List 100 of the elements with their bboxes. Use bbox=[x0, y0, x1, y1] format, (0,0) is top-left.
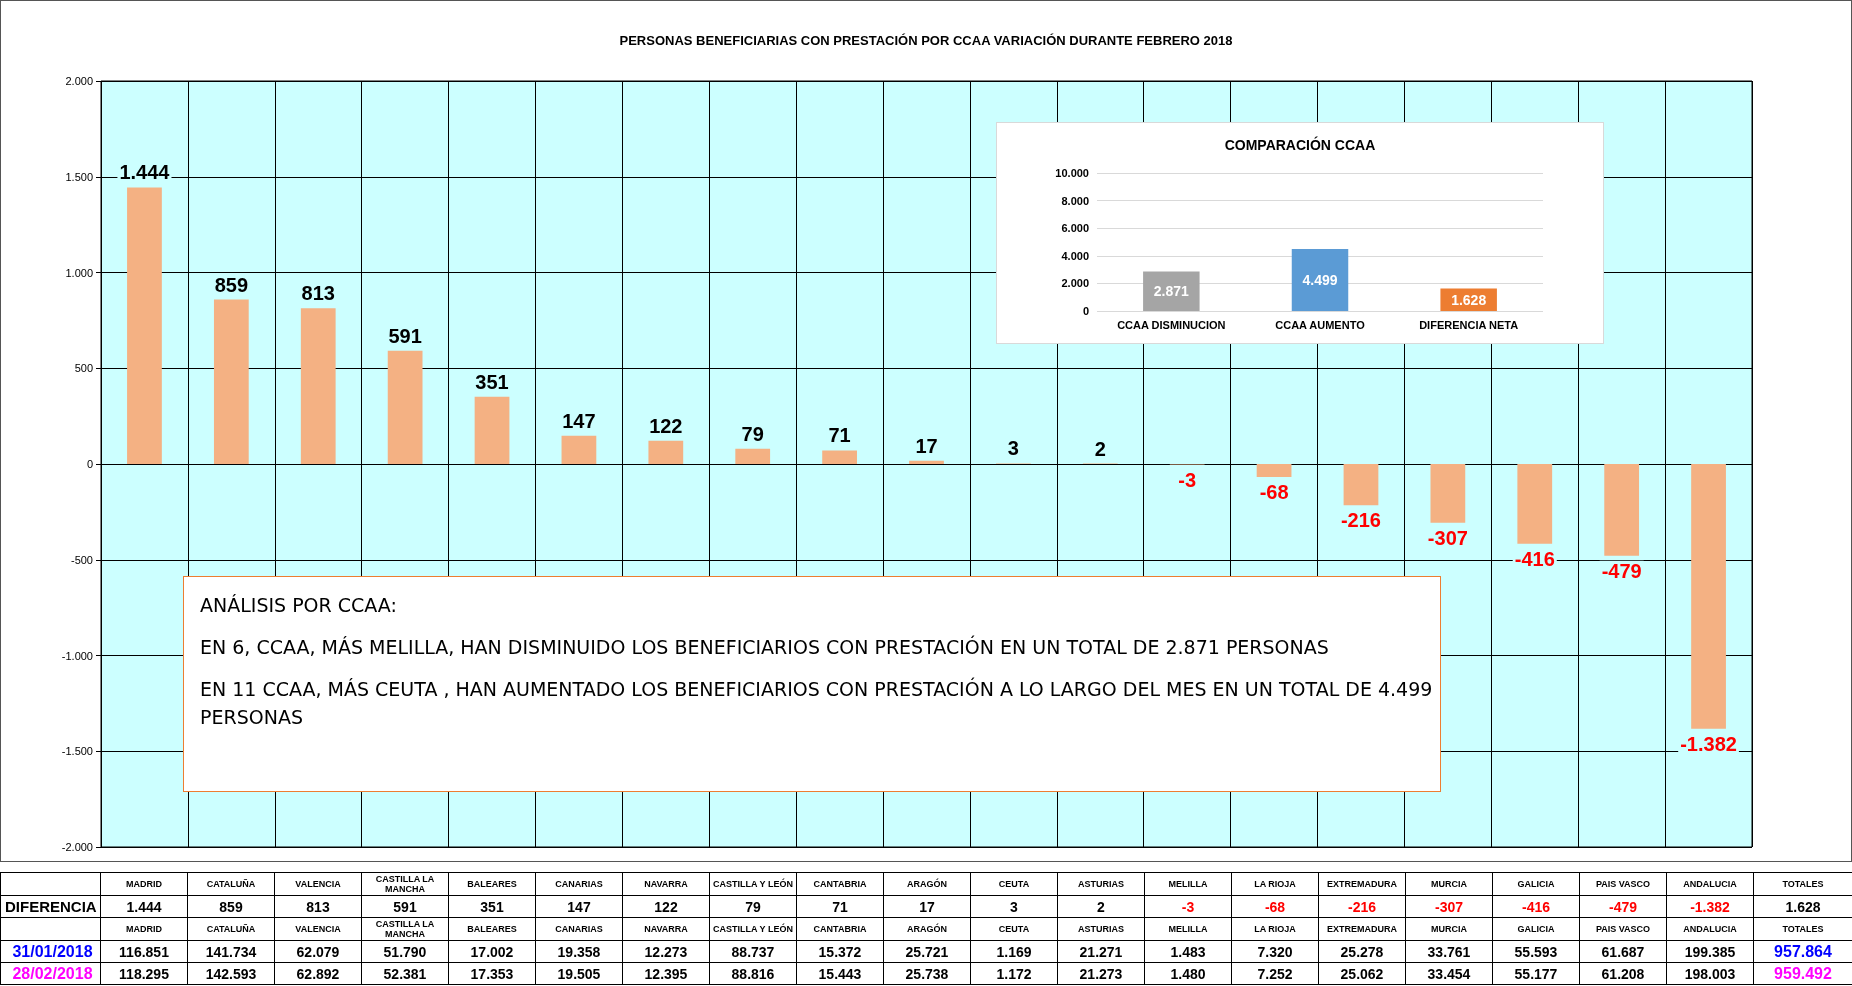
bar bbox=[127, 187, 162, 464]
data-label: 21.273 bbox=[1057, 962, 1145, 985]
y-tick-label: -1.000 bbox=[61, 649, 93, 662]
data-label: 2 bbox=[1094, 437, 1106, 460]
category-label: CANTABRIA bbox=[813, 879, 867, 889]
data-label: 51.790 bbox=[361, 940, 449, 963]
data-label: -216 bbox=[1340, 509, 1381, 532]
bar bbox=[822, 450, 857, 464]
data-label: 1.483 bbox=[1144, 940, 1232, 963]
bar bbox=[1691, 464, 1726, 729]
data-label: 957.864 bbox=[1753, 940, 1852, 963]
data-label: 1.172 bbox=[970, 962, 1058, 985]
x-tick-label: DIFERENCIA NETA bbox=[1419, 318, 1519, 331]
y-tick-label: -500 bbox=[70, 553, 93, 566]
chart-title: PERSONAS BENEFICIARIAS CON PRESTACIÓN POR CCAA VARIACIÓN DURANTE FEBRERO 2018 bbox=[619, 33, 1233, 48]
data-label: -1.382 bbox=[1666, 895, 1754, 918]
data-label: 1.628 bbox=[1753, 895, 1852, 918]
chart-title: COMPARACIÓN CCAA bbox=[1224, 136, 1376, 153]
x-tick-label: CCAA DISMINUCION bbox=[1117, 318, 1226, 331]
data-label: 1.480 bbox=[1144, 962, 1232, 985]
data-label: -307 bbox=[1427, 526, 1468, 549]
category-label: PAIS VASCO bbox=[1595, 879, 1651, 889]
category-label: PAIS VASCO bbox=[1579, 917, 1667, 941]
data-label: -1.382 bbox=[1680, 732, 1737, 755]
category-label: ANDALUCIA bbox=[1666, 917, 1754, 941]
text-box: ANÁLISIS POR CCAA: EN 6, CCAA, MÁS MELILLA, HAN DISMINUIDO LOS BENEFICIARIOS CON PRESTACIÓN EN UN TOTAL DE 2.871 PERSONAS EN 11 CCAA, MÁS CEUTA , HAN AUMENTADO LOS BENEFICIARIOS CON PRESTACIÓN A LO LARGO DEL MES EN UN TOTAL DE 4.499 PERSONAS bbox=[183, 576, 1441, 792]
data-label: -479 bbox=[1579, 895, 1667, 918]
data-label: 591 bbox=[388, 324, 422, 347]
category-label: CASTILLA LA MANCHA bbox=[375, 874, 435, 894]
data-label: 813 bbox=[274, 895, 362, 918]
data-label: 62.079 bbox=[274, 940, 362, 963]
category-label: CASTILLA Y LEÓN bbox=[709, 917, 797, 941]
data-label: 88.816 bbox=[709, 962, 797, 985]
category-label: BALEARES bbox=[467, 879, 517, 889]
data-label: 199.385 bbox=[1666, 940, 1754, 963]
category-label: LA RIOJA bbox=[1231, 917, 1319, 941]
legend-label: 28/02/2018 bbox=[0, 962, 101, 985]
data-label: 15.372 bbox=[796, 940, 884, 963]
annotation: ANÁLISIS POR CCAA: bbox=[200, 593, 398, 618]
category-label: CEUTA bbox=[998, 879, 1030, 889]
data-label: 33.761 bbox=[1405, 940, 1493, 963]
data-label: 55.177 bbox=[1492, 962, 1580, 985]
category-label: CASTILLA Y LEÓN bbox=[713, 879, 793, 889]
data-label: 25.278 bbox=[1318, 940, 1406, 963]
data-label: 19.505 bbox=[535, 962, 623, 985]
y-tick-label: 2.000 bbox=[1061, 277, 1089, 290]
data-label: 118.295 bbox=[100, 962, 188, 985]
bar bbox=[1604, 464, 1640, 556]
data-label: 122 bbox=[622, 895, 710, 918]
data-label: -68 bbox=[1259, 481, 1289, 504]
bar bbox=[300, 308, 336, 464]
bar bbox=[1256, 464, 1292, 478]
data-label: 79 bbox=[709, 895, 797, 918]
y-tick-label: 0 bbox=[1082, 305, 1089, 317]
data-label: 859 bbox=[187, 895, 275, 918]
data-label: 1.444 bbox=[100, 895, 188, 918]
category-label: TOTALES bbox=[1753, 917, 1852, 941]
data-label: -479 bbox=[1601, 559, 1642, 582]
bar bbox=[648, 440, 684, 464]
annotation: EN 11 CCAA, MÁS CEUTA , HAN AUMENTADO LOS BENEFICIARIOS CON PRESTACIÓN A LO LARGO DEL MES EN UN TOTAL DE 4.499 PERSONAS bbox=[200, 676, 1434, 730]
data-label: -416 bbox=[1514, 547, 1555, 570]
data-label: 147 bbox=[562, 409, 596, 432]
x-tick-label: CCAA AUMENTO bbox=[1275, 318, 1366, 331]
data-label: 88.737 bbox=[709, 940, 797, 963]
data-label: 61.687 bbox=[1579, 940, 1667, 963]
legend-label: 31/01/2018 bbox=[0, 940, 101, 963]
data-label: 142.593 bbox=[187, 962, 275, 985]
category-label: GALICIA bbox=[1492, 917, 1580, 941]
data-label: -3 bbox=[1178, 468, 1197, 491]
y-tick-label: 1.500 bbox=[65, 170, 93, 183]
y-tick-label: 500 bbox=[74, 362, 93, 375]
data-label: 19.358 bbox=[535, 940, 623, 963]
y-tick-label: 8.000 bbox=[1061, 194, 1089, 207]
data-label: 7.252 bbox=[1231, 962, 1319, 985]
data-label: 3 bbox=[1007, 437, 1019, 460]
data-label: 198.003 bbox=[1666, 962, 1754, 985]
data-label: 15.443 bbox=[796, 962, 884, 985]
y-tick-label: 10.000 bbox=[1055, 167, 1089, 179]
category-label: NAVARRA bbox=[622, 917, 710, 941]
data-label: -3 bbox=[1144, 895, 1232, 918]
category-label: TOTALES bbox=[1782, 879, 1824, 889]
category-label: ANDALUCIA bbox=[1683, 879, 1737, 889]
data-label: 62.892 bbox=[274, 962, 362, 985]
data-label: -416 bbox=[1492, 895, 1580, 918]
data-label: 122 bbox=[649, 414, 683, 437]
category-label: CANARIAS bbox=[535, 917, 623, 941]
data-label: 2 bbox=[1057, 895, 1145, 918]
data-label: 1.169 bbox=[970, 940, 1058, 963]
data-label: 3 bbox=[970, 895, 1058, 918]
data-label: 141.734 bbox=[187, 940, 275, 963]
y-tick-label: 1.000 bbox=[65, 266, 93, 279]
category-label: ASTURIAS bbox=[1057, 917, 1145, 941]
category-label: VALENCIA bbox=[274, 917, 362, 941]
category-label: VALENCIA bbox=[295, 879, 341, 889]
bar bbox=[213, 299, 249, 464]
category-label: NAVARRA bbox=[644, 879, 688, 889]
data-label: 61.208 bbox=[1579, 962, 1667, 985]
data-label: -68 bbox=[1231, 895, 1319, 918]
category-label: MELILLA bbox=[1168, 879, 1208, 889]
data-label: 71 bbox=[828, 424, 851, 447]
